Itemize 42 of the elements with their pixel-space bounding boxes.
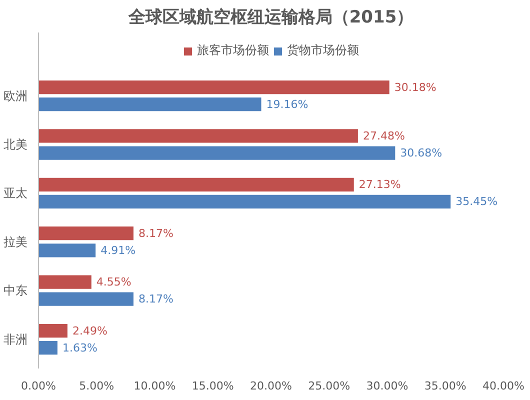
data-label: 19.16% <box>266 98 308 111</box>
data-label: 4.91% <box>100 244 136 257</box>
bar <box>38 146 396 160</box>
x-tick-label: 30.00% <box>366 380 408 392</box>
y-tick-label: 欧洲 <box>4 88 28 103</box>
x-tick-label: 25.00% <box>308 380 350 392</box>
bar <box>38 275 92 289</box>
data-label: 27.48% <box>362 129 405 142</box>
legend-label: 货物市场份额 <box>287 42 359 59</box>
y-tick-label: 亚太 <box>4 186 28 200</box>
data-label: 1.63% <box>62 341 98 354</box>
data-label: 30.68% <box>400 146 442 160</box>
x-tick-label: 35.00% <box>424 380 466 392</box>
bar <box>38 340 58 355</box>
data-label: 8.17% <box>138 226 174 240</box>
bar <box>38 194 451 209</box>
bar <box>38 292 134 306</box>
data-label: 8.17% <box>138 292 174 306</box>
legend-label: 旅客市场份额 <box>197 42 269 59</box>
bar <box>38 244 96 258</box>
y-tick-label: 拉美 <box>4 234 28 249</box>
bar <box>38 226 134 240</box>
data-label: 30.18% <box>394 80 436 94</box>
x-tick-label: 40.00% <box>482 380 524 392</box>
chart-title: 全球区域航空枢纽运输格局（2015） <box>127 8 414 28</box>
x-tick-label: 15.00% <box>192 380 234 392</box>
data-label: 2.49% <box>72 324 108 338</box>
data-label: 27.13% <box>358 178 401 192</box>
x-tick-label: 5.00% <box>79 380 114 392</box>
y-tick-label: 北美 <box>4 138 28 152</box>
bar <box>38 129 358 143</box>
y-tick-label: 中东 <box>4 284 28 298</box>
y-tick-label: 非洲 <box>4 332 28 346</box>
data-label: 4.55% <box>96 276 132 289</box>
bar <box>38 178 354 192</box>
data-label: 35.45% <box>456 195 498 208</box>
bar <box>38 80 390 94</box>
x-tick-label: 0.00% <box>21 380 56 392</box>
x-tick-label: 10.00% <box>134 380 176 392</box>
bar <box>38 98 262 112</box>
bar <box>38 324 68 338</box>
x-tick-label: 20.00% <box>250 380 292 392</box>
